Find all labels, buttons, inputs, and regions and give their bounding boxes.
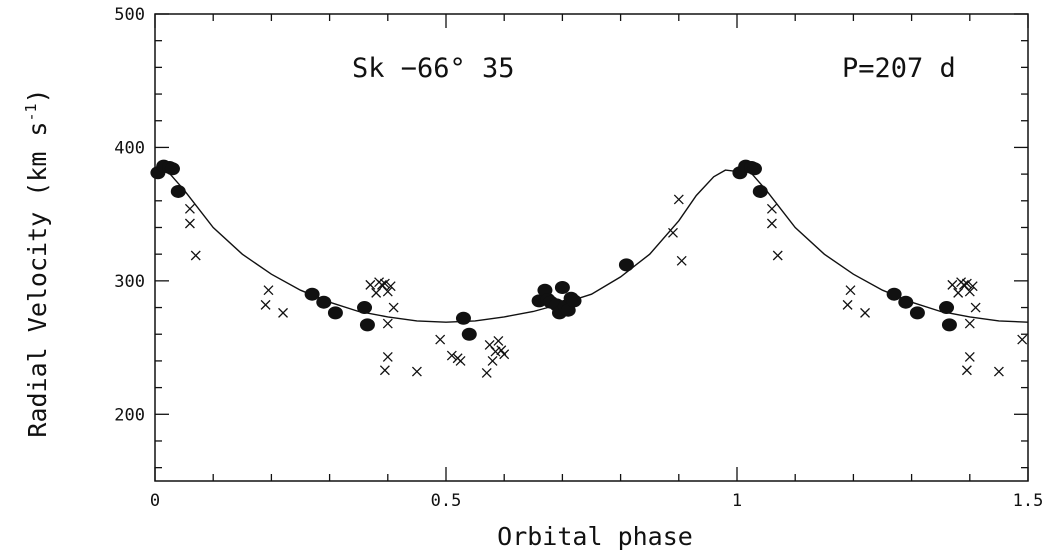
y-axis-title-close: ) [23, 88, 52, 103]
cross-point [385, 281, 396, 292]
cross-point [411, 366, 422, 377]
cross-point [490, 346, 501, 357]
cross-point [860, 307, 870, 318]
circle-point [455, 311, 471, 325]
circle-point [170, 184, 186, 198]
cross-point [446, 350, 457, 361]
axis-ticks [154, 13, 1029, 481]
cross-point [382, 286, 393, 297]
cross-point [365, 279, 376, 290]
cross-point [487, 355, 498, 366]
cross-point [842, 299, 853, 310]
circle-point [359, 318, 375, 332]
cross-point [668, 227, 678, 238]
circle-point [566, 294, 582, 308]
annotation-period: P=207 d [842, 53, 956, 84]
cross-point [964, 286, 975, 297]
circle-point [746, 162, 762, 176]
cross-point [190, 250, 201, 261]
x-tick-label: 0 [150, 491, 160, 511]
cross-point [455, 355, 466, 366]
filled-circle-points [150, 159, 957, 341]
cross-point [766, 218, 777, 229]
y-axis-title-group: Radial Velocity (km s-1) [22, 88, 52, 437]
x-tick-label: 0.5 [431, 491, 462, 511]
cross-point [1017, 334, 1028, 345]
circle-point [357, 301, 373, 315]
cross-point [371, 287, 382, 298]
circle-point [461, 327, 477, 341]
x-axis-title: Orbital phase [497, 522, 693, 551]
cross-point [382, 318, 393, 329]
circle-point [316, 295, 332, 309]
circle-point [752, 184, 768, 198]
plot-frame [154, 13, 1029, 482]
circle-point [939, 301, 955, 315]
y-axis-title-exponent: -1 [22, 103, 40, 121]
cross-points [184, 194, 1028, 378]
cross-point [845, 285, 856, 296]
circle-point [164, 162, 180, 176]
cross-point [263, 285, 274, 296]
y-tick-label: 300 [114, 272, 145, 292]
cross-point [766, 203, 777, 214]
svg-text:Radial Velocity (km s-1): Radial Velocity (km s-1) [22, 88, 52, 437]
cross-point [953, 287, 964, 298]
y-tick-label: 500 [114, 5, 145, 25]
cross-point [676, 255, 687, 266]
circle-point [886, 287, 902, 301]
cross-point [970, 302, 981, 313]
y-axis-title: Radial Velocity (km s [23, 122, 52, 438]
cross-point [382, 351, 393, 362]
cross-point [772, 250, 783, 261]
cross-point [499, 349, 510, 360]
model-curve-line [154, 169, 1029, 323]
y-tick-label: 200 [114, 405, 145, 425]
circle-point [941, 318, 957, 332]
cross-point [435, 334, 446, 345]
cross-point [278, 307, 288, 318]
cross-point [388, 302, 399, 313]
axis-tick-labels: 0 0.5 1 1.5 200 300 400 500 [114, 5, 1043, 511]
circle-point [909, 306, 925, 320]
cross-point [964, 318, 975, 329]
cross-point [961, 365, 972, 376]
circle-point [304, 287, 320, 301]
circle-point [898, 295, 914, 309]
x-tick-label: 1 [732, 491, 742, 511]
cross-point [993, 366, 1004, 377]
circle-point [327, 306, 343, 320]
cross-point [184, 218, 195, 229]
cross-point [961, 278, 972, 289]
y-tick-label: 400 [114, 138, 145, 158]
circle-point [618, 258, 634, 272]
cross-point [481, 367, 492, 378]
cross-point [260, 299, 271, 310]
cross-point [964, 351, 975, 362]
x-tick-label: 1.5 [1013, 491, 1044, 511]
cross-point [184, 203, 195, 214]
cross-point [967, 281, 978, 292]
cross-point [379, 278, 390, 289]
annotation-star-name: Sk −66° 35 [352, 53, 515, 84]
circle-point [554, 281, 570, 295]
cross-point [947, 279, 958, 290]
cross-point [673, 194, 684, 205]
cross-point [493, 335, 504, 346]
cross-point [379, 365, 390, 376]
